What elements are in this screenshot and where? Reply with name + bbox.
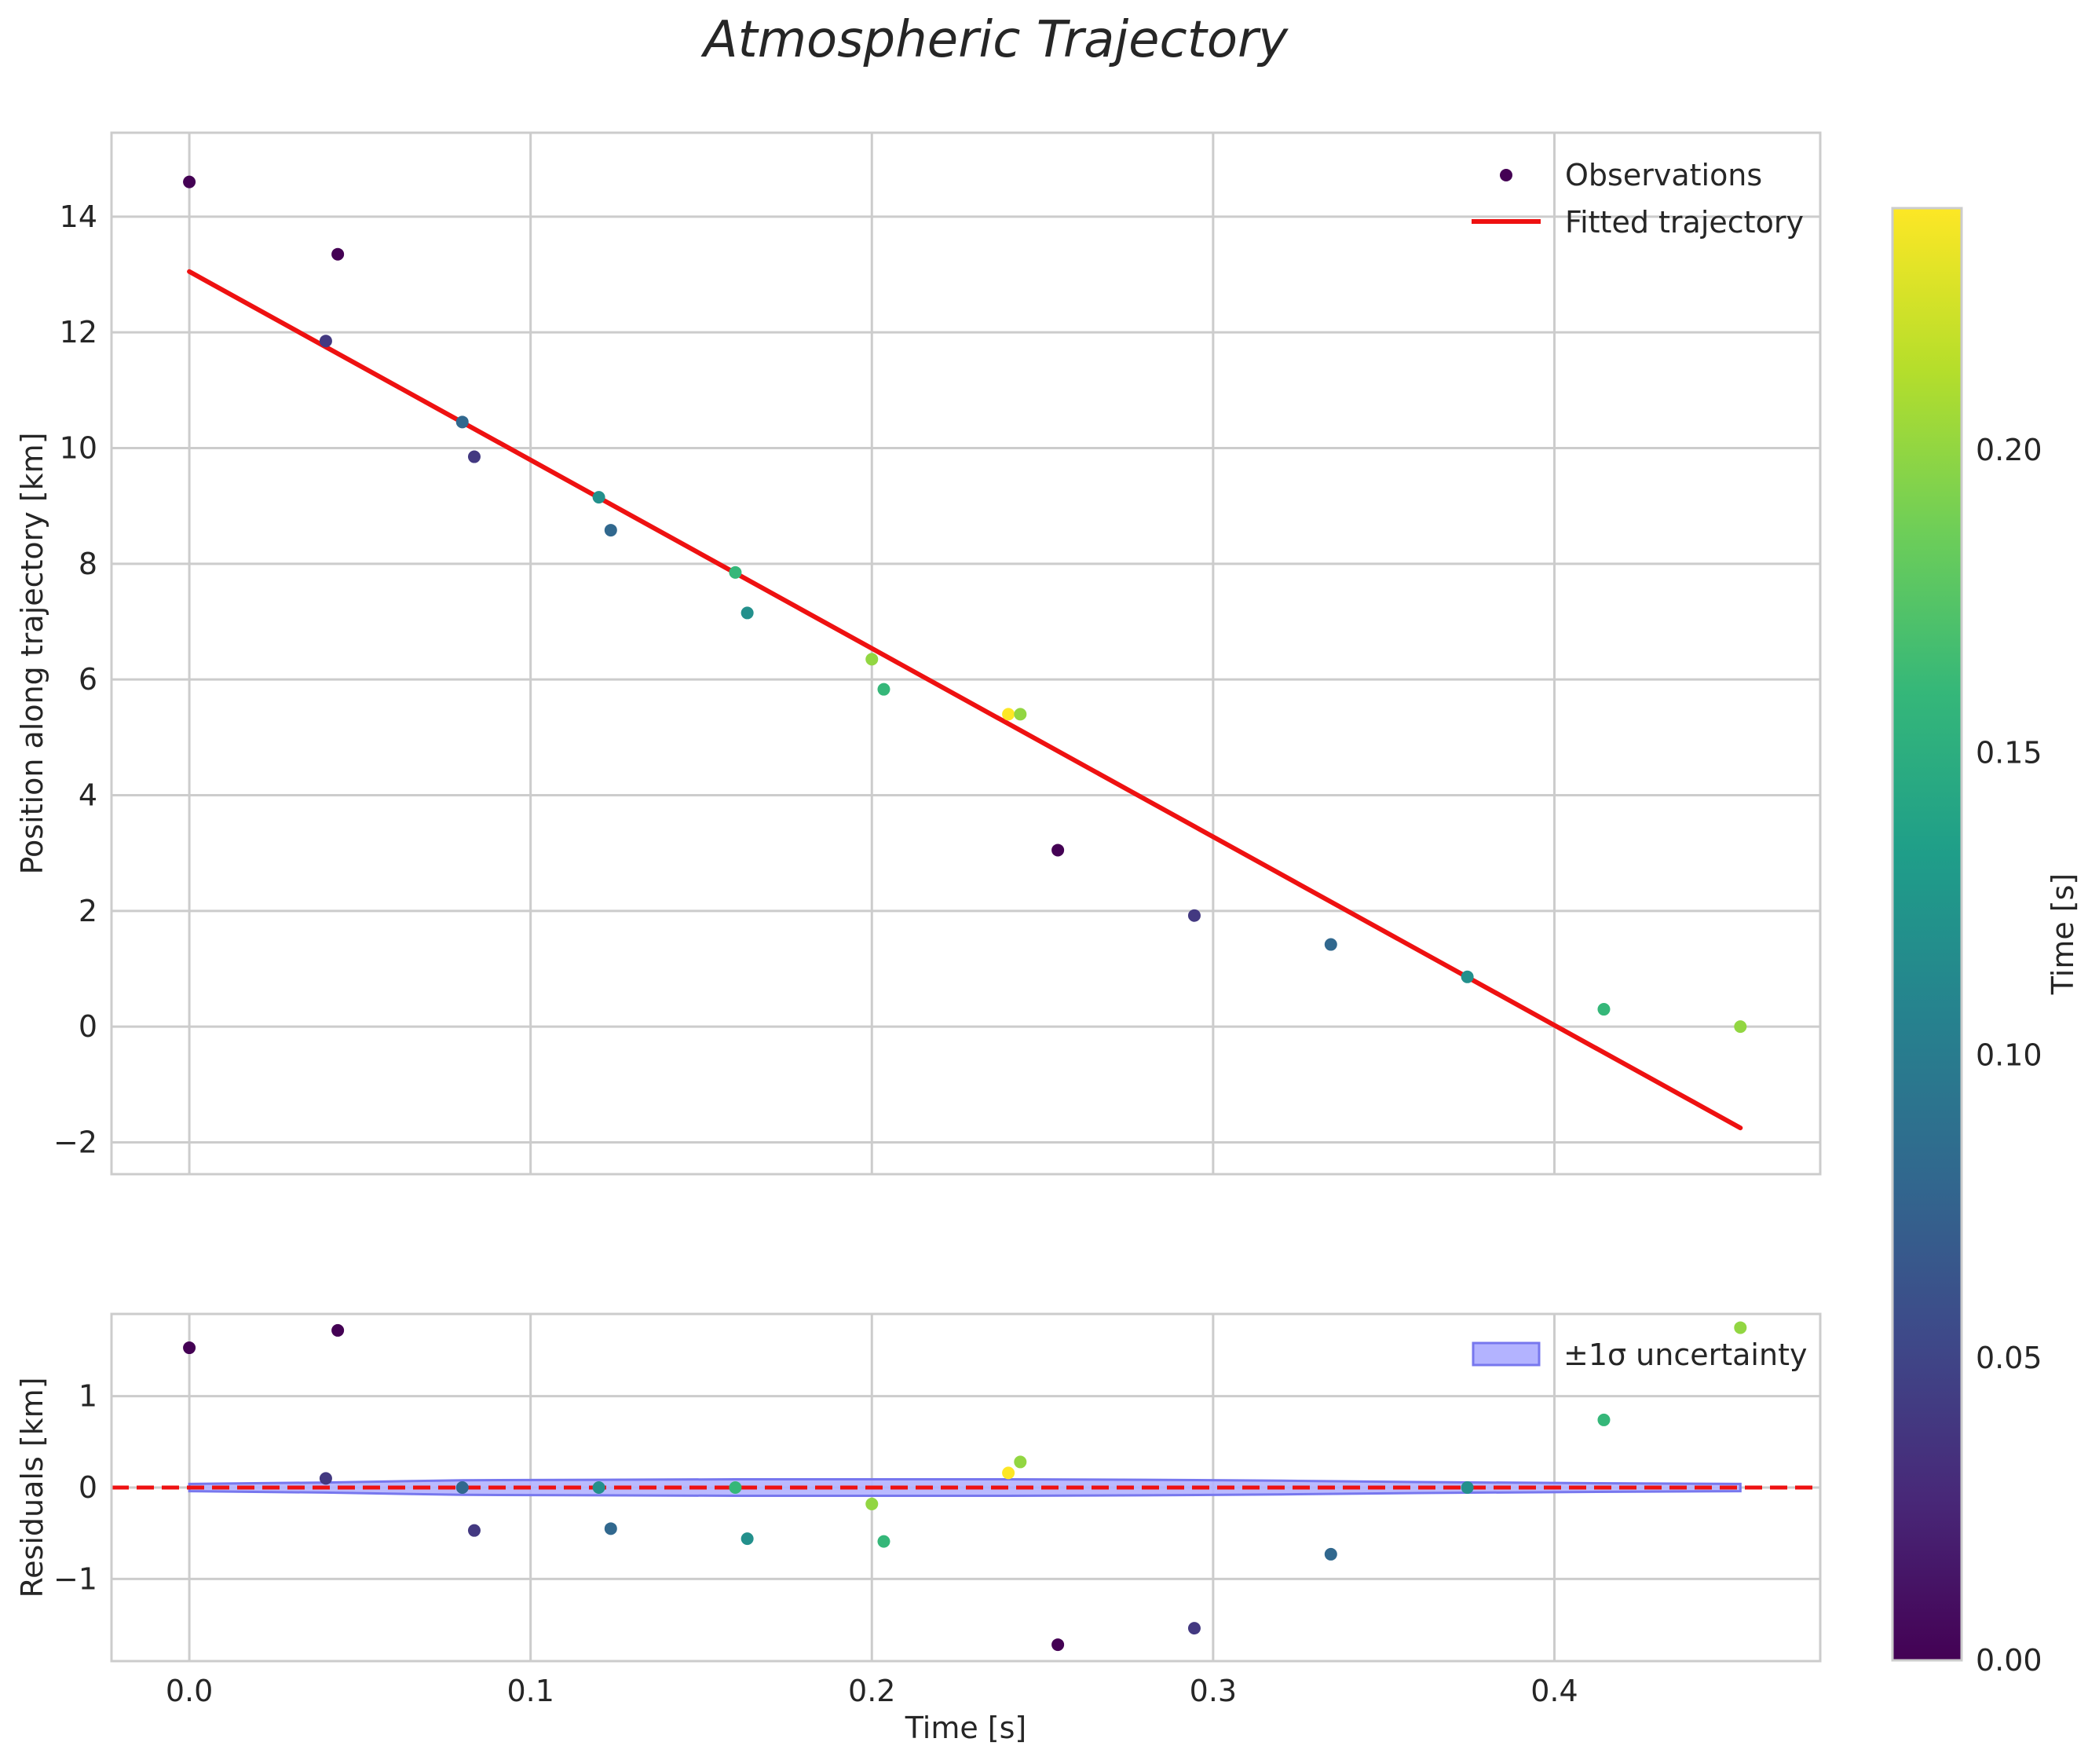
uncertainty-band	[188, 1478, 1742, 1497]
trajectory-y-ticks: −2 0 2 4 6 8 10 12 14	[53, 199, 97, 1160]
residual-point	[183, 1341, 196, 1355]
colorbar-tick-label: 0.00	[1976, 1643, 2042, 1678]
observation-point	[741, 606, 754, 620]
legend-fit-label: Fitted trajectory	[1565, 205, 1804, 240]
trajectory-y-axis-label: Position along trajectory [km]	[15, 432, 49, 874]
residual-point	[592, 1481, 605, 1494]
residual-points	[183, 1321, 1747, 1652]
residuals-panel: −1 0 1 0.0 0.1 0.2 0.3 0.4 Residuals [km] Time…	[15, 1312, 1822, 1745]
colorbar: 0.00 0.05 0.10 0.15 0.20 Time [s]	[1891, 207, 2080, 1678]
observation-point	[877, 683, 890, 696]
trajectory-y-tick-label: 6	[79, 662, 97, 697]
observation-point	[455, 415, 469, 429]
residual-point	[1051, 1638, 1065, 1652]
residual-point	[1002, 1466, 1015, 1480]
residual-point	[319, 1472, 332, 1485]
trajectory-y-tick-label: 10	[60, 430, 97, 465]
colorbar-tick-label: 0.10	[1976, 1038, 2042, 1073]
observation-point	[729, 565, 742, 579]
uncertainty-band-area	[188, 1478, 1742, 1497]
colorbar-gradient	[1891, 207, 1963, 1662]
trajectory-panel: −2 0 2 4 6 8 10 12 14 Position along trajectory …	[15, 131, 1822, 1176]
observation-point	[319, 335, 332, 348]
observation-point	[1734, 1020, 1747, 1034]
colorbar-label: Time [s]	[2046, 873, 2080, 996]
legend-observations-label: Observations	[1565, 158, 1762, 192]
residuals-y-ticks: −1 0 1	[53, 1379, 97, 1597]
residual-point	[729, 1481, 742, 1494]
colorbar-ticks: 0.00 0.05 0.10 0.15 0.20	[1976, 433, 2042, 1678]
residual-point	[1014, 1455, 1027, 1469]
residual-point	[455, 1481, 469, 1494]
residual-point	[877, 1535, 890, 1548]
trajectory-y-tick-label: 14	[60, 199, 97, 234]
trajectory-y-tick-label: 2	[79, 894, 97, 928]
residuals-x-ticks: 0.0 0.1 0.2 0.3 0.4	[166, 1674, 1578, 1708]
legend-observations-marker	[1500, 169, 1512, 181]
observation-point	[183, 175, 196, 188]
observation-point	[1014, 708, 1027, 721]
trajectory-y-tick-label: 12	[60, 315, 97, 350]
residual-point	[467, 1524, 481, 1537]
x-tick-label: 0.1	[506, 1674, 554, 1708]
fitted-trajectory-line	[187, 269, 1743, 1131]
residual-point	[865, 1497, 879, 1510]
residual-point	[331, 1323, 345, 1337]
residuals-y-tick-label: 1	[79, 1379, 97, 1414]
colorbar-tick-label: 0.05	[1976, 1341, 2042, 1375]
x-tick-label: 0.0	[166, 1674, 213, 1708]
observation-point	[592, 491, 605, 504]
residual-point	[1461, 1481, 1474, 1494]
observation-point	[865, 653, 879, 666]
trajectory-legend: Observations Fitted trajectory	[1472, 158, 1804, 240]
trajectory-y-tick-label: 4	[79, 778, 97, 812]
trajectory-grid	[112, 133, 1820, 1174]
legend-uncertainty-swatch	[1472, 1341, 1541, 1367]
observation-point	[1461, 970, 1474, 983]
residuals-y-tick-label: −1	[53, 1561, 97, 1596]
observation-points	[183, 175, 1747, 1034]
trajectory-axes-frame	[110, 131, 1822, 1176]
trajectory-y-tick-label: −2	[53, 1125, 97, 1159]
observation-point	[1002, 708, 1015, 721]
x-tick-label: 0.4	[1530, 1674, 1578, 1708]
observation-point	[467, 450, 481, 463]
observation-point	[604, 524, 617, 537]
residual-point	[1734, 1321, 1747, 1334]
residuals-axes-frame	[110, 1312, 1822, 1663]
residuals-y-axis-label: Residuals [km]	[15, 1377, 49, 1597]
trajectory-y-tick-label: 0	[79, 1009, 97, 1044]
residual-point	[1324, 1547, 1337, 1561]
chart-title: Atmospheric Trajectory	[700, 11, 1289, 69]
residual-point	[741, 1532, 754, 1546]
legend-uncertainty-label: ±1σ uncertainty	[1563, 1338, 1807, 1372]
fit-line	[187, 269, 1743, 1131]
observation-point	[1597, 1003, 1611, 1016]
observation-point	[1187, 909, 1201, 922]
residual-point	[1187, 1622, 1201, 1635]
observation-point	[1051, 844, 1065, 857]
observation-point	[1324, 938, 1337, 951]
colorbar-tick-label: 0.20	[1976, 433, 2042, 467]
trajectory-y-tick-label: 8	[79, 547, 97, 581]
observation-point	[331, 247, 345, 261]
residuals-y-tick-label: 0	[79, 1470, 97, 1505]
trajectory-plot-area	[112, 133, 1820, 1174]
residuals-legend: ±1σ uncertainty	[1472, 1338, 1807, 1372]
colorbar-tick-label: 0.15	[1976, 735, 2042, 770]
x-tick-label: 0.3	[1190, 1674, 1237, 1708]
residual-point	[604, 1522, 617, 1535]
x-tick-label: 0.2	[848, 1674, 895, 1708]
residual-point	[1597, 1413, 1611, 1426]
x-axis-label: Time [s]	[905, 1711, 1027, 1745]
